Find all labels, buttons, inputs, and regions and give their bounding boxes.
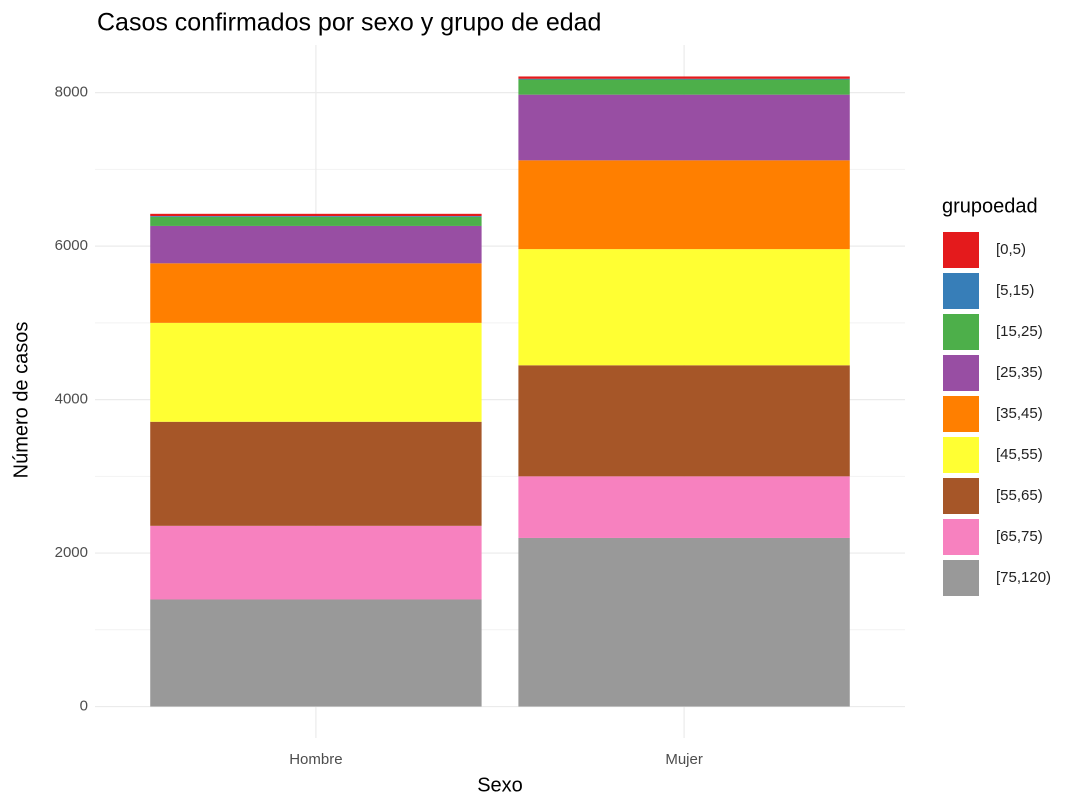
y-tick-label: 6000 — [55, 237, 88, 254]
bar-segment — [150, 216, 482, 217]
bar-segment — [150, 216, 482, 226]
chart-title: Casos confirmados por sexo y grupo de ed… — [97, 9, 601, 37]
bar-segment — [150, 322, 482, 422]
legend-label: [75,120) — [996, 569, 1051, 586]
bar-segment — [518, 249, 850, 366]
legend-swatch — [943, 314, 979, 350]
bar-segment — [150, 213, 482, 217]
legend-label: [5,15) — [996, 282, 1034, 299]
legend-swatch — [943, 519, 979, 555]
bar-segment — [150, 525, 482, 600]
x-axis-title: Sexo — [477, 774, 523, 796]
bar-segment — [518, 78, 850, 80]
legend-label: [35,45) — [996, 405, 1043, 422]
legend-swatch — [943, 355, 979, 391]
legend-label: [15,25) — [996, 323, 1043, 340]
y-axis-title: Número de casos — [10, 322, 32, 479]
x-tick-label: Hombre — [289, 751, 342, 768]
bar-segment — [150, 599, 482, 707]
legend-label: [0,5) — [996, 241, 1026, 258]
y-tick-label: 4000 — [55, 391, 88, 408]
bar-segment — [518, 365, 850, 477]
bar-segment — [150, 263, 482, 323]
y-tick-label: 2000 — [55, 544, 88, 561]
legend-swatch — [943, 437, 979, 473]
legend-title: grupoedad — [942, 195, 1038, 217]
bar-segment — [518, 476, 850, 538]
x-tick-label: Mujer — [665, 751, 703, 768]
bar-segment — [518, 94, 850, 161]
y-tick-label: 0 — [80, 698, 88, 715]
legend-swatch — [943, 232, 979, 268]
legend-swatch — [943, 273, 979, 309]
bar-segment — [518, 76, 850, 79]
legend-label: [45,55) — [996, 446, 1043, 463]
legend-swatch — [943, 478, 979, 514]
legend-swatch — [943, 396, 979, 432]
bar-segment — [150, 421, 482, 526]
bar-segment — [518, 79, 850, 95]
bar-segment — [150, 225, 482, 264]
bar-segment — [518, 537, 850, 707]
bar-segment — [518, 160, 850, 250]
legend-label: [25,35) — [996, 364, 1043, 381]
legend-swatch — [943, 560, 979, 596]
y-tick-label: 8000 — [55, 84, 88, 101]
legend-label: [55,65) — [996, 487, 1043, 504]
legend-label: [65,75) — [996, 528, 1043, 545]
